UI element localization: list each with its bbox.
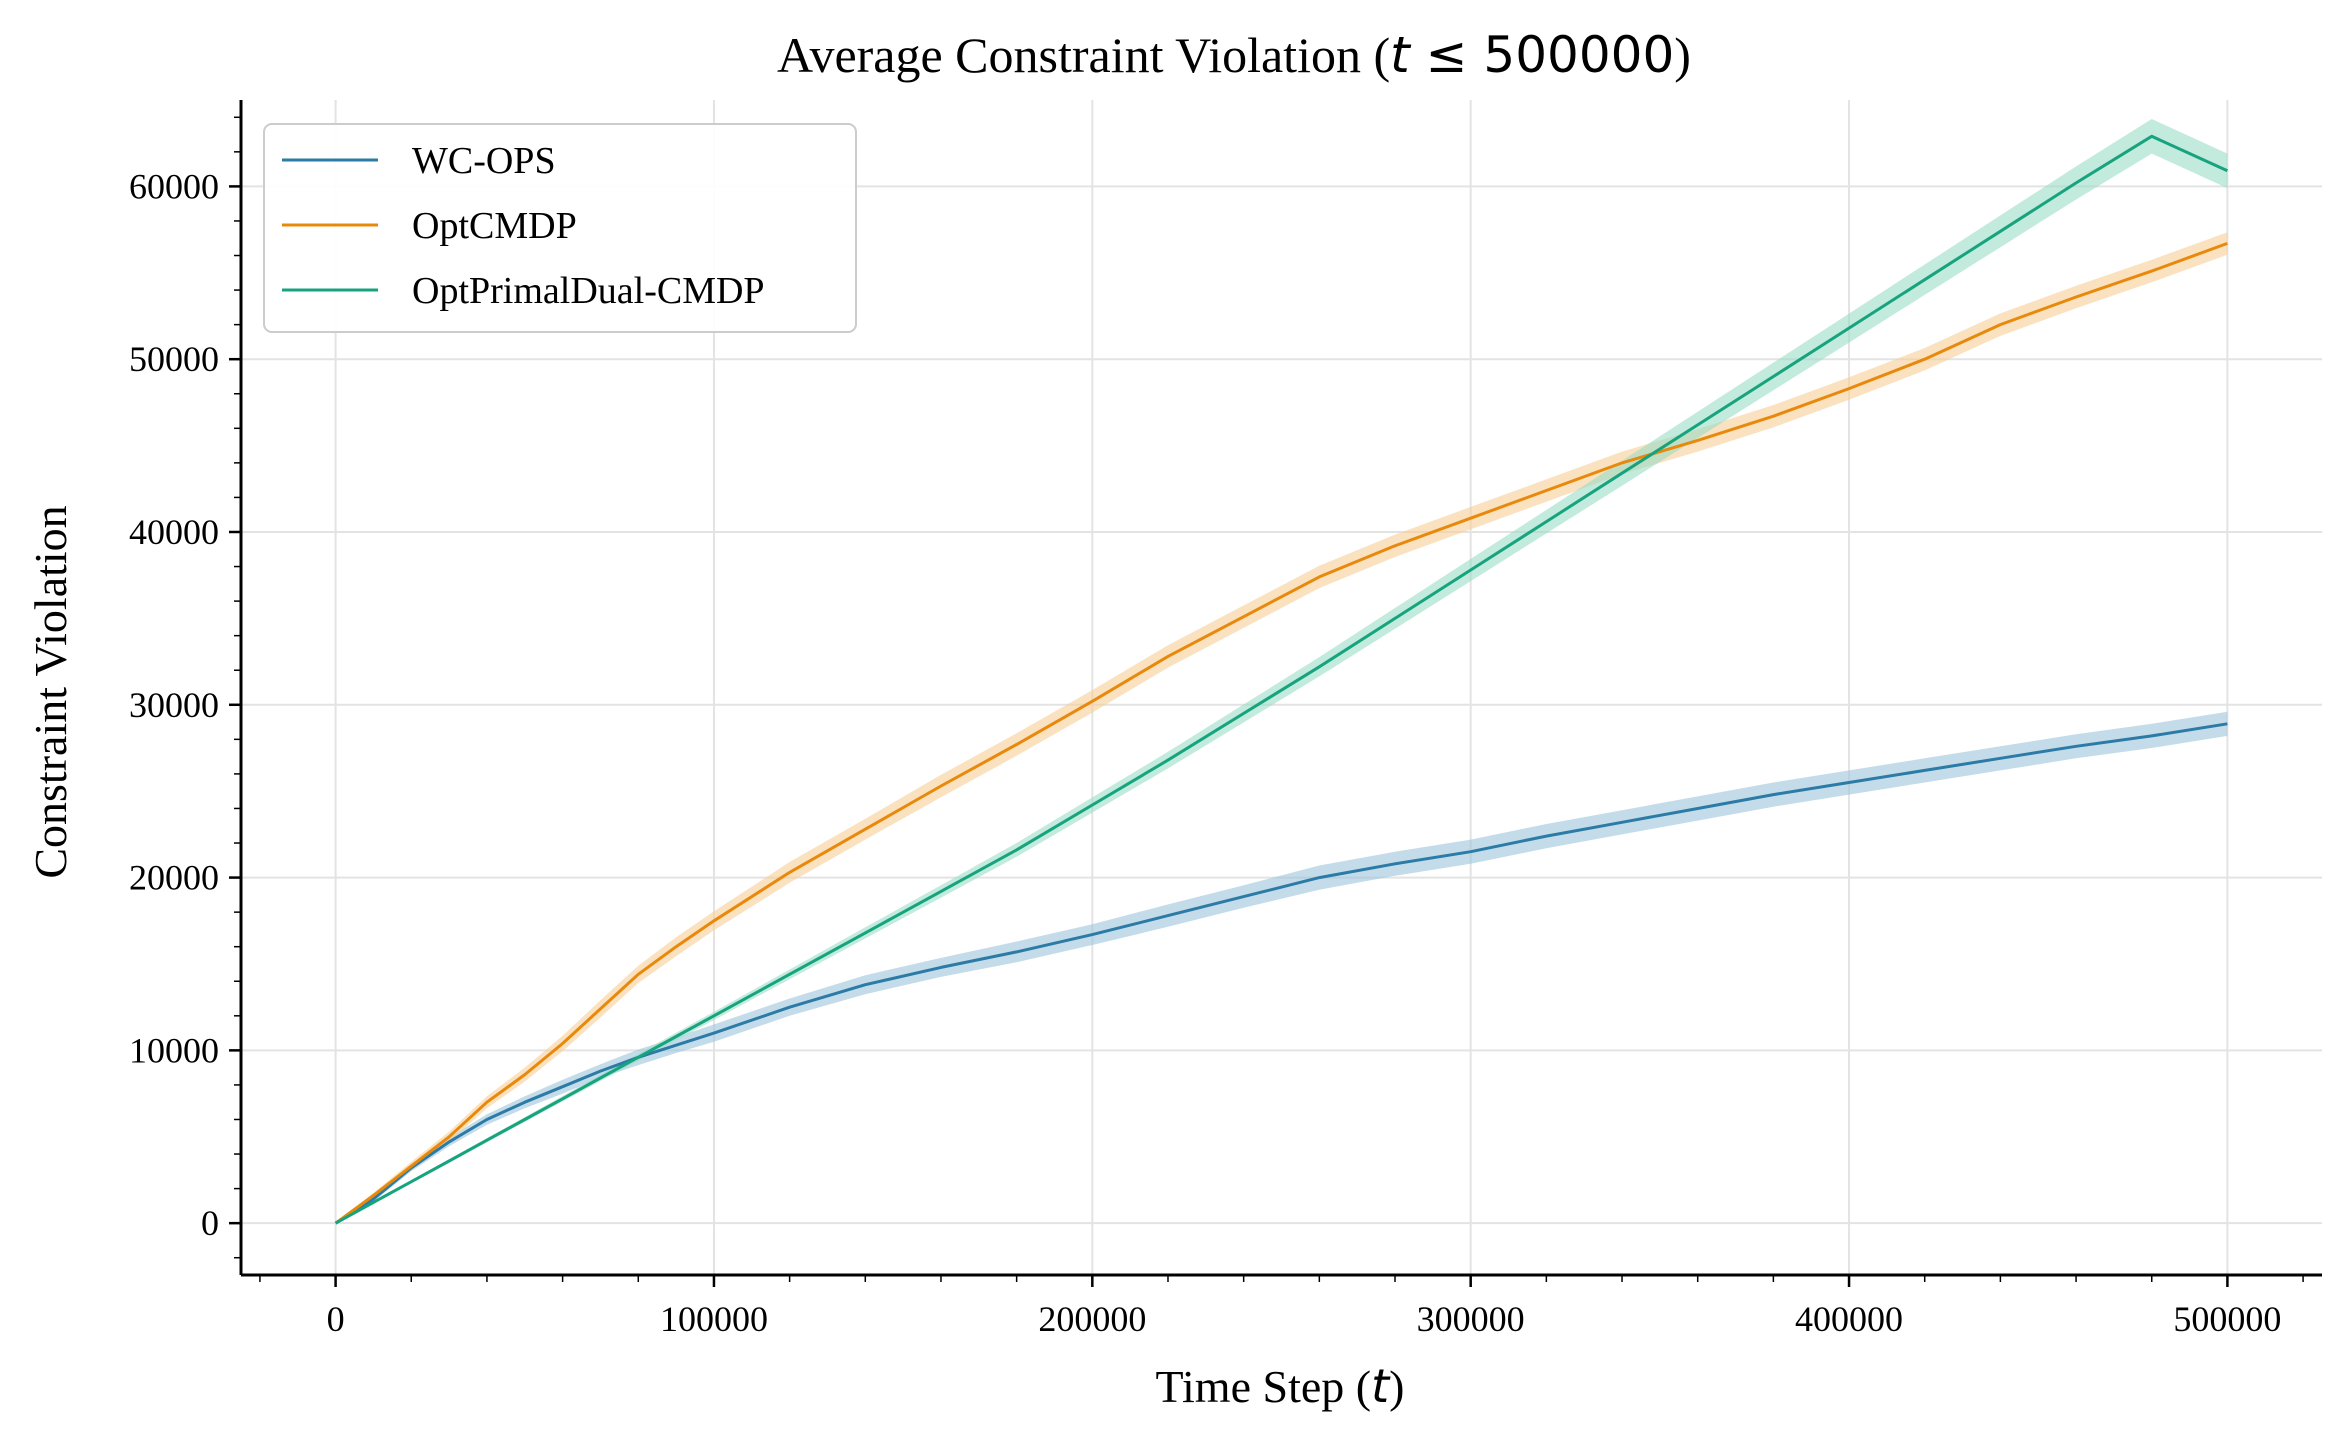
y-axis-label: Constraint Violation	[25, 505, 76, 878]
x-axis-ticks: 0 100000 200000 300000 400000 500000	[259, 1275, 2304, 1339]
x-tick-label-0: 0	[327, 1299, 345, 1339]
y-tick-label-4: 40000	[129, 512, 219, 552]
grid-lines	[241, 100, 2322, 1275]
legend: WC-OPS OptCMDP OptPrimalDual-CMDP	[263, 123, 857, 333]
chart-title: Average Constraint Violation (t ≤ 500000…	[777, 26, 1691, 84]
legend-box	[263, 123, 857, 333]
series-line-optcmdp	[334, 241, 2228, 1225]
y-tick-label-1: 10000	[129, 1030, 219, 1070]
series-line-wc-ops	[334, 722, 2228, 1225]
x-axis-label: Time Step (t)	[1156, 1359, 1405, 1413]
y-tick-label-3: 30000	[129, 685, 219, 725]
x-tick-label-1: 100000	[660, 1299, 768, 1339]
series-lines	[334, 134, 2229, 1225]
x-tick-label-5: 500000	[2173, 1299, 2281, 1339]
x-tick-label-2: 200000	[1038, 1299, 1146, 1339]
y-tick-label-6: 60000	[129, 166, 219, 206]
y-tick-label-0: 0	[201, 1203, 219, 1243]
x-tick-label-4: 400000	[1795, 1299, 1903, 1339]
band-optprimaldual-cmdp	[335, 119, 2228, 1224]
series-line-optprimaldual-cmdp	[334, 134, 2229, 1225]
x-tick-label-3: 300000	[1417, 1299, 1525, 1339]
legend-label-wc-ops: WC-OPS	[412, 140, 556, 182]
legend-label-optcmdp: OptCMDP	[412, 205, 577, 247]
band-wc-ops	[335, 711, 2228, 1224]
legend-label-optprimaldual-cmdp: OptPrimalDual-CMDP	[412, 270, 765, 312]
y-axis-ticks: 0 10000 20000 30000 40000 50000 60000	[129, 116, 241, 1259]
y-tick-label-5: 50000	[129, 339, 219, 379]
confidence-bands	[335, 119, 2228, 1224]
y-tick-label-2: 20000	[129, 858, 219, 898]
